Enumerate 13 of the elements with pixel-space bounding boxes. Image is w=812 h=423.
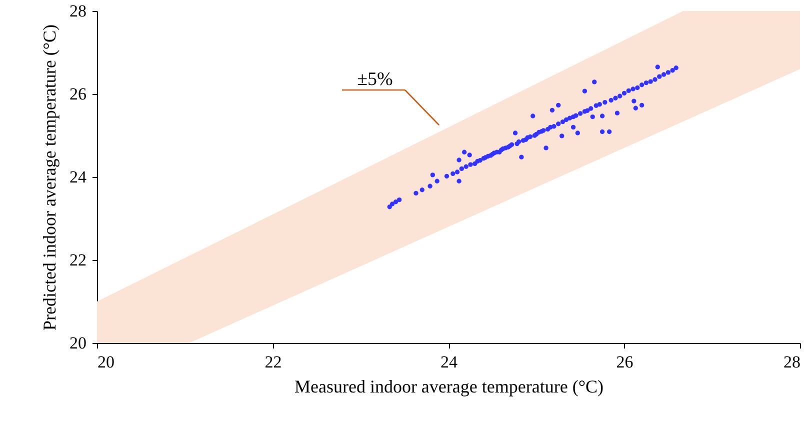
x-tick-label: 28 — [784, 352, 800, 372]
x-tick-label: 20 — [98, 352, 114, 372]
x-tick-label: 26 — [616, 352, 634, 372]
y-tick-label: 28 — [70, 2, 86, 20]
y-tick-label: 26 — [70, 84, 86, 104]
y-axis-title: Predicted indoor average temperature (°C) — [40, 24, 60, 331]
y-tick-label: 24 — [70, 168, 87, 186]
y-tick-label: 20 — [70, 334, 86, 352]
y-tick-label: 22 — [70, 250, 86, 270]
x-tick-label: 24 — [440, 352, 458, 372]
x-axis-title: Measured indoor average temperature (°C) — [294, 376, 604, 396]
annotation: ±5% — [357, 69, 394, 90]
x-tick-label: 22 — [264, 352, 282, 372]
